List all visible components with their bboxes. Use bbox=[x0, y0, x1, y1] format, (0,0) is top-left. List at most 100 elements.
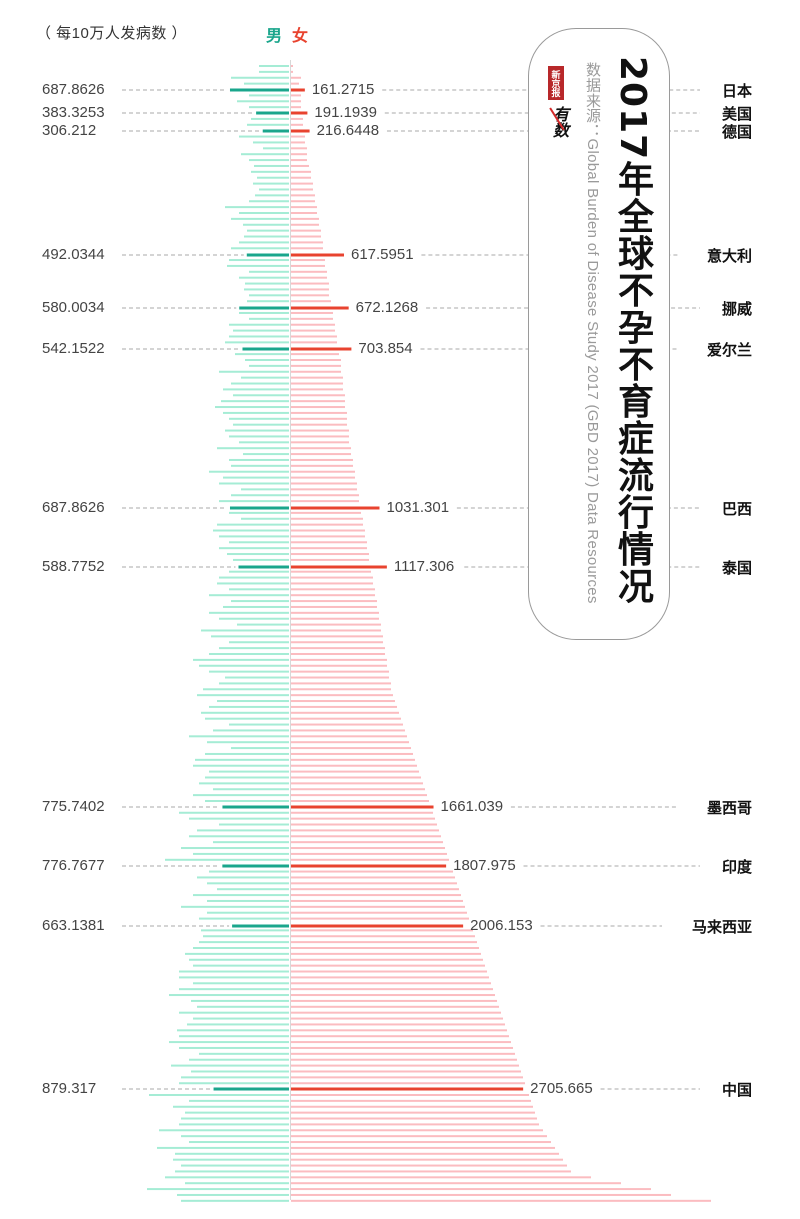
female-bar bbox=[291, 1041, 511, 1044]
male-bar bbox=[219, 823, 289, 826]
male-bar bbox=[247, 123, 289, 126]
female-bar bbox=[291, 1058, 517, 1061]
female-bar bbox=[291, 600, 377, 603]
female-bar bbox=[291, 1135, 547, 1138]
female-bar bbox=[291, 758, 415, 761]
female-bar bbox=[291, 682, 391, 685]
male-bar bbox=[203, 935, 289, 938]
female-bar bbox=[291, 964, 485, 967]
female-bar bbox=[291, 594, 375, 597]
male-value-label: 776.7677 bbox=[42, 857, 105, 874]
male-bar bbox=[193, 852, 289, 855]
male-bar bbox=[199, 782, 289, 785]
male-bar bbox=[229, 323, 289, 326]
male-bar bbox=[193, 894, 289, 897]
female-bar bbox=[291, 1070, 521, 1073]
male-bar bbox=[219, 482, 289, 485]
female-bar bbox=[291, 711, 399, 714]
male-bar bbox=[235, 353, 289, 356]
male-bar bbox=[247, 300, 289, 303]
male-bar-highlight bbox=[256, 111, 289, 115]
male-bar bbox=[219, 682, 289, 685]
female-bar bbox=[291, 417, 347, 420]
female-bar bbox=[291, 1099, 531, 1102]
female-bar bbox=[291, 470, 355, 473]
male-bar bbox=[201, 929, 289, 932]
female-bar bbox=[291, 323, 335, 326]
female-bar bbox=[291, 212, 317, 214]
female-bar bbox=[291, 605, 377, 608]
female-bar bbox=[291, 717, 401, 720]
male-bar bbox=[239, 212, 289, 214]
male-bar bbox=[197, 694, 289, 697]
female-bar bbox=[291, 1199, 711, 1202]
male-bar bbox=[233, 423, 289, 426]
male-bar bbox=[245, 359, 289, 361]
female-bar bbox=[291, 82, 299, 85]
female-bar bbox=[291, 788, 425, 791]
female-bar-highlight bbox=[291, 306, 349, 310]
female-bar bbox=[291, 852, 447, 855]
male-bar bbox=[187, 1023, 289, 1026]
male-bar bbox=[263, 147, 289, 150]
male-bar bbox=[231, 247, 289, 250]
female-bar bbox=[291, 1182, 621, 1185]
female-bar bbox=[291, 882, 457, 885]
female-bar bbox=[291, 958, 483, 961]
female-bar bbox=[291, 453, 351, 456]
female-bar bbox=[291, 888, 459, 891]
male-bar bbox=[257, 176, 289, 179]
female-bar bbox=[291, 905, 465, 908]
female-bar bbox=[291, 1123, 539, 1126]
male-bar bbox=[213, 729, 289, 732]
female-bar bbox=[291, 694, 393, 697]
female-bar bbox=[291, 153, 307, 156]
male-bar bbox=[165, 1176, 289, 1179]
female-bar bbox=[291, 800, 429, 802]
female-bar bbox=[291, 899, 463, 902]
female-bar bbox=[291, 676, 389, 679]
male-value-label: 687.8626 bbox=[42, 81, 105, 98]
female-bar bbox=[291, 359, 341, 361]
female-bar bbox=[291, 65, 293, 67]
female-bar bbox=[291, 870, 453, 873]
female-bar bbox=[291, 241, 323, 244]
male-bar-highlight bbox=[222, 864, 289, 868]
male-bar bbox=[231, 382, 289, 385]
male-bar bbox=[229, 511, 289, 514]
male-bar bbox=[147, 1188, 289, 1191]
female-bar bbox=[291, 576, 373, 579]
male-bar bbox=[219, 370, 289, 373]
male-bar bbox=[169, 1041, 289, 1044]
male-bar bbox=[249, 94, 289, 97]
female-bar bbox=[291, 764, 417, 767]
male-bar bbox=[239, 241, 289, 244]
male-bar bbox=[217, 523, 289, 526]
female-bar bbox=[291, 947, 479, 949]
unit-label: （ 每10万人发病数 ） bbox=[36, 25, 188, 42]
male-bar bbox=[209, 470, 289, 473]
female-bar bbox=[291, 235, 321, 238]
male-bar bbox=[213, 529, 289, 532]
female-bar-highlight bbox=[291, 506, 380, 510]
female-bar-highlight bbox=[291, 347, 352, 351]
female-value-label: 2006.153 bbox=[470, 917, 533, 934]
female-bar bbox=[291, 770, 419, 773]
male-bar bbox=[259, 188, 289, 191]
female-bar bbox=[291, 100, 301, 103]
female-bar bbox=[291, 911, 467, 914]
male-bar bbox=[227, 553, 289, 556]
male-bar bbox=[181, 1199, 289, 1202]
male-bar bbox=[244, 235, 289, 238]
country-label: 马来西亚 bbox=[691, 919, 752, 936]
male-bar bbox=[179, 1011, 289, 1014]
title-card bbox=[528, 28, 670, 640]
male-bar bbox=[207, 911, 289, 914]
male-bar bbox=[244, 82, 289, 85]
female-bar bbox=[291, 270, 327, 273]
male-bar bbox=[219, 535, 289, 538]
female-bar bbox=[291, 1023, 505, 1026]
female-bar bbox=[291, 776, 421, 779]
female-bar bbox=[291, 476, 355, 479]
male-bar bbox=[243, 453, 289, 456]
